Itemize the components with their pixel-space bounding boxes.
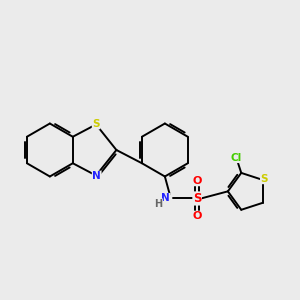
Text: Cl: Cl	[231, 153, 242, 163]
Text: O: O	[193, 211, 202, 221]
Text: O: O	[193, 176, 202, 186]
Text: S: S	[193, 192, 201, 205]
Text: S: S	[260, 174, 268, 184]
Text: N: N	[92, 171, 101, 181]
Text: N: N	[161, 194, 170, 203]
Text: S: S	[92, 119, 100, 129]
Text: H: H	[154, 199, 163, 209]
